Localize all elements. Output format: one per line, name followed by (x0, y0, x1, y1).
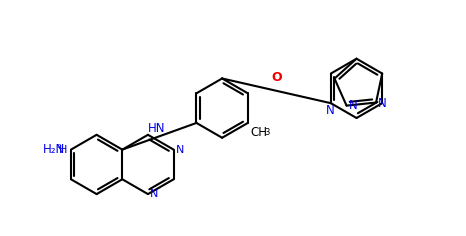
Text: ₂: ₂ (57, 141, 61, 150)
Text: CH: CH (251, 126, 268, 139)
Text: 3: 3 (265, 128, 270, 137)
Text: N: N (150, 189, 158, 199)
Text: O: O (271, 71, 282, 84)
Text: N: N (176, 145, 184, 155)
Text: N: N (325, 104, 334, 117)
Text: N: N (349, 99, 357, 112)
Text: H₂N: H₂N (43, 143, 65, 156)
Text: N: N (378, 97, 387, 110)
Text: HN: HN (148, 122, 165, 135)
Text: H: H (59, 145, 67, 155)
